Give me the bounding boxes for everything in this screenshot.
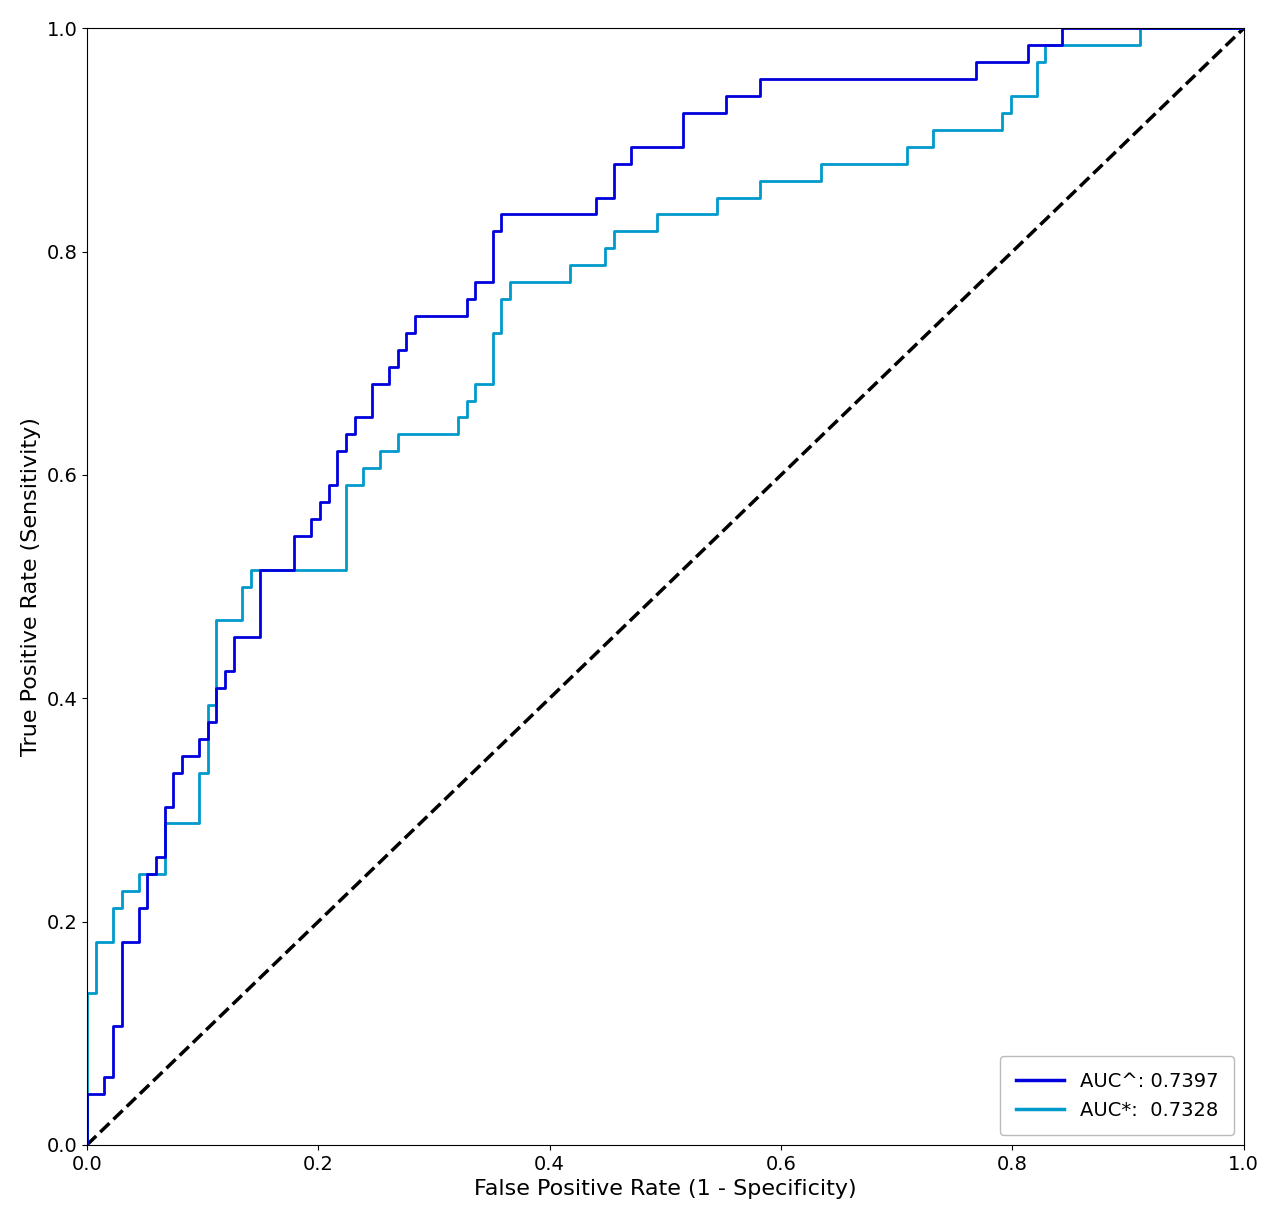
Legend: AUC^: 0.7397, AUC*:  0.7328: AUC^: 0.7397, AUC*: 0.7328 [1000,1057,1234,1135]
Y-axis label: True Positive Rate (Sensitivity): True Positive Rate (Sensitivity) [20,417,41,756]
X-axis label: False Positive Rate (1 - Specificity): False Positive Rate (1 - Specificity) [474,1180,856,1199]
